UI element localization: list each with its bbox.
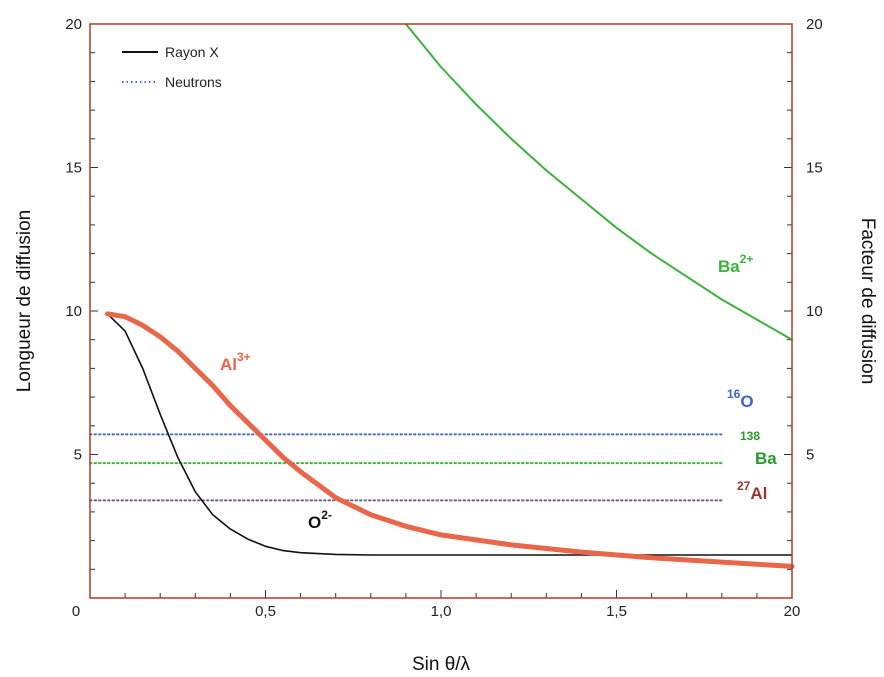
label-al27: 27Al xyxy=(737,479,767,503)
y-tick-label-right: 5 xyxy=(806,447,814,464)
label-ba138-mass: 138 xyxy=(740,429,760,443)
tick-labels: 5 10 15 20 5 10 15 20 0 0,5 1,0 1,5 20 xyxy=(65,16,822,620)
y-tick-label-left: 5 xyxy=(74,447,82,464)
label-ba2plus: Ba2+ xyxy=(718,252,753,276)
legend-label-xray: Rayon X xyxy=(165,44,219,60)
y-tick-label-left: 15 xyxy=(65,160,82,177)
curve-labels: Ba2+ Al3+ O2- 16O 138 Ba 27Al xyxy=(220,252,777,532)
axis-ticks xyxy=(89,23,793,599)
x-tick-label: 20 xyxy=(784,603,801,620)
y-tick-label-right: 15 xyxy=(806,160,823,177)
left-y-axis-title: Longueur de diffusion xyxy=(14,210,35,392)
x-tick-label: 0 xyxy=(72,603,80,620)
label-al3plus: Al3+ xyxy=(220,350,251,374)
x-axis-title: Sin θ/λ xyxy=(412,654,471,675)
label-o16: 16O xyxy=(727,387,754,411)
series-line-o-xray xyxy=(106,313,793,556)
x-tick-label: 0,5 xyxy=(255,603,276,620)
series-line-al-xray xyxy=(105,311,795,569)
plot-frame xyxy=(89,23,793,599)
y-tick-label-left: 20 xyxy=(65,16,82,33)
y-tick-label-left: 10 xyxy=(65,303,82,320)
label-ba138-symbol: Ba xyxy=(755,449,777,468)
legend-label-neutrons: Neutrons xyxy=(165,74,222,90)
right-y-axis-title: Facteur de diffusion xyxy=(857,218,878,385)
x-tick-label: 1,5 xyxy=(606,603,627,620)
series-layer xyxy=(89,23,795,569)
label-o2minus: O2- xyxy=(308,508,332,532)
series-line-ba-xray xyxy=(404,23,793,341)
x-tick-label: 1,0 xyxy=(431,603,452,620)
legend: Rayon X Neutrons xyxy=(122,44,222,90)
y-tick-label-right: 20 xyxy=(806,16,823,33)
y-tick-label-right: 10 xyxy=(806,303,823,320)
